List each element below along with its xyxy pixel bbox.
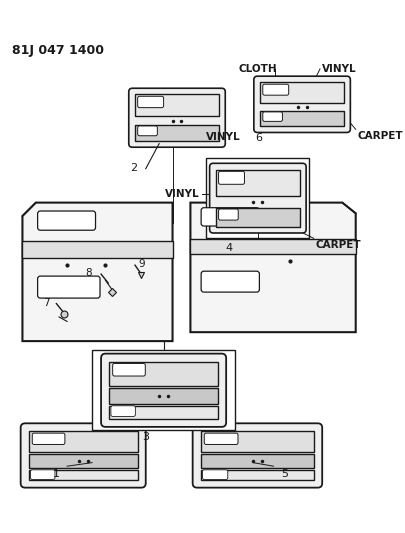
Text: 8: 8	[85, 268, 92, 278]
Polygon shape	[22, 203, 172, 341]
Bar	[260, 111, 343, 126]
Bar	[200, 454, 313, 468]
FancyBboxPatch shape	[128, 88, 225, 147]
Bar	[29, 431, 137, 453]
Text: 9: 9	[138, 259, 144, 269]
Text: VINYL: VINYL	[164, 189, 199, 199]
Bar	[22, 241, 172, 258]
FancyBboxPatch shape	[218, 171, 244, 184]
Bar	[29, 470, 137, 480]
FancyBboxPatch shape	[137, 96, 163, 108]
FancyBboxPatch shape	[38, 211, 95, 230]
Bar	[135, 125, 218, 141]
FancyBboxPatch shape	[218, 209, 238, 220]
FancyBboxPatch shape	[137, 126, 157, 136]
Text: CARPET: CARPET	[315, 240, 360, 250]
Text: 2: 2	[130, 163, 137, 173]
Text: 4: 4	[225, 243, 232, 253]
Bar	[92, 350, 234, 431]
FancyBboxPatch shape	[192, 423, 322, 488]
Bar	[135, 94, 218, 116]
FancyBboxPatch shape	[111, 406, 135, 416]
Text: VINYL: VINYL	[205, 132, 240, 142]
FancyBboxPatch shape	[113, 364, 145, 376]
Bar	[200, 470, 313, 480]
Text: 7: 7	[43, 298, 49, 308]
FancyBboxPatch shape	[30, 470, 55, 480]
FancyBboxPatch shape	[262, 112, 282, 122]
Bar	[215, 169, 299, 196]
Bar	[190, 239, 355, 254]
FancyBboxPatch shape	[200, 271, 259, 292]
Text: CARPET: CARPET	[357, 131, 402, 141]
Text: 3: 3	[142, 432, 149, 442]
FancyBboxPatch shape	[200, 208, 259, 226]
FancyBboxPatch shape	[209, 163, 305, 233]
FancyBboxPatch shape	[204, 433, 237, 445]
Bar	[109, 362, 217, 386]
Bar	[206, 158, 309, 238]
FancyBboxPatch shape	[202, 470, 227, 480]
FancyBboxPatch shape	[262, 84, 288, 95]
Text: 81J 047 1400: 81J 047 1400	[12, 44, 103, 58]
Bar	[109, 406, 217, 419]
Text: 6: 6	[254, 133, 261, 143]
Text: 1: 1	[53, 469, 60, 479]
Bar	[200, 431, 313, 453]
FancyBboxPatch shape	[101, 353, 226, 427]
FancyBboxPatch shape	[253, 76, 350, 133]
Bar	[109, 388, 217, 404]
FancyBboxPatch shape	[21, 423, 145, 488]
Bar	[260, 83, 343, 103]
Polygon shape	[190, 203, 355, 332]
Bar	[215, 208, 299, 227]
Text: CLOTH: CLOTH	[237, 63, 276, 74]
Text: VINYL: VINYL	[321, 63, 356, 74]
Bar	[29, 454, 137, 468]
FancyBboxPatch shape	[38, 276, 100, 298]
FancyBboxPatch shape	[32, 433, 65, 445]
Text: 5: 5	[280, 469, 287, 479]
